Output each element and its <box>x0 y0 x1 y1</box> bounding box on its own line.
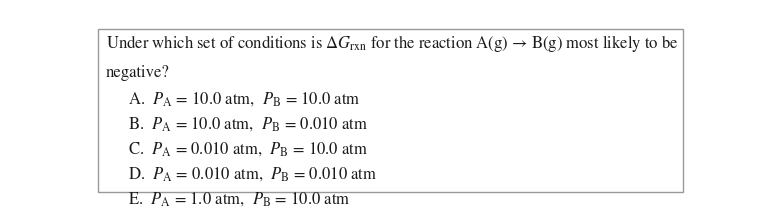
Text: D.  $P_{\mathrm{A}}$ = 0.010 atm,  $P_{\mathrm{B}}$ = 0.010 atm: D. $P_{\mathrm{A}}$ = 0.010 atm, $P_{\ma… <box>128 165 377 183</box>
Text: A.  $P_{\mathrm{A}}$ = 10.0 atm,  $P_{\mathrm{B}}$ = 10.0 atm: A. $P_{\mathrm{A}}$ = 10.0 atm, $P_{\mat… <box>128 90 361 108</box>
Text: negative?: negative? <box>106 65 170 81</box>
Text: Under which set of conditions is $\Delta G_{\mathrm{rxn}}$ for the reaction A(g): Under which set of conditions is $\Delta… <box>106 33 678 54</box>
FancyBboxPatch shape <box>99 29 684 192</box>
Text: B.  $P_{\mathrm{A}}$ = 10.0 atm,  $P_{\mathrm{B}}$ = 0.010 atm: B. $P_{\mathrm{A}}$ = 10.0 atm, $P_{\mat… <box>128 115 368 133</box>
Text: C.  $P_{\mathrm{A}}$ = 0.010 atm,  $P_{\mathrm{B}}$ = 10.0 atm: C. $P_{\mathrm{A}}$ = 0.010 atm, $P_{\ma… <box>128 140 368 158</box>
Text: E.  $P_{\mathrm{A}}$ = 1.0 atm,  $P_{\mathrm{B}}$ = 10.0 atm: E. $P_{\mathrm{A}}$ = 1.0 atm, $P_{\math… <box>128 190 351 208</box>
